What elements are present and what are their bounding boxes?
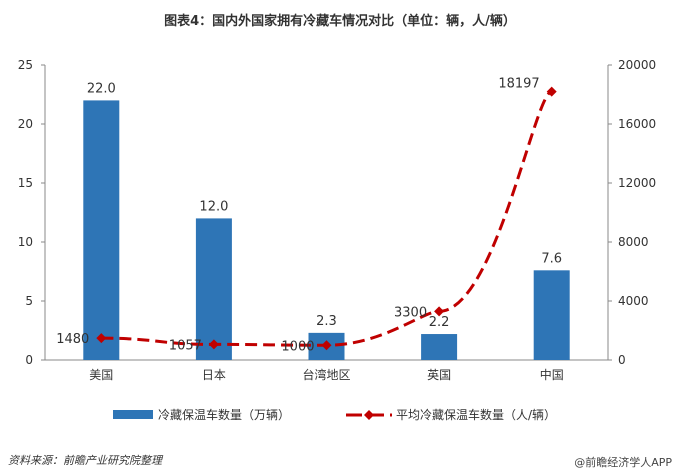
legend-line-label: 平均冷藏保温车数量（人/辆） <box>396 407 556 422</box>
left-tick-label: 10 <box>18 235 33 249</box>
legend-bar-swatch <box>113 410 153 419</box>
x-tick-label: 美国 <box>89 368 113 382</box>
right-tick-label: 0 <box>618 353 626 367</box>
line-marker <box>96 333 107 344</box>
bar <box>533 270 570 360</box>
line-marker <box>208 339 219 350</box>
bar-label: 22.0 <box>87 81 116 96</box>
line-marker <box>321 340 332 351</box>
x-tick-label: 中国 <box>540 367 564 382</box>
left-tick-label: 0 <box>25 353 33 367</box>
line-label: 1000 <box>281 339 314 354</box>
line-marker <box>434 306 445 317</box>
source-note: 资料来源：前瞻产业研究院整理 <box>8 454 162 467</box>
left-tick-label: 15 <box>18 176 33 190</box>
legend-line-marker <box>364 410 374 420</box>
bar <box>421 334 458 360</box>
line-label: 1057 <box>169 338 202 353</box>
bar <box>83 100 120 361</box>
line-series <box>101 90 553 347</box>
x-tick-label: 英国 <box>427 368 451 382</box>
legend-bar-label: 冷藏保温车数量（万辆） <box>158 407 290 422</box>
watermark: @前瞻经济学人APP <box>574 456 672 469</box>
left-tick-label: 25 <box>18 58 33 72</box>
left-tick-label: 5 <box>25 294 33 308</box>
line-label: 18197 <box>498 77 539 92</box>
x-tick-label: 台湾地区 <box>302 367 350 382</box>
bar-label: 12.0 <box>199 199 228 214</box>
bar-label: 2.2 <box>429 315 450 330</box>
chart-title: 图表4：国内外国家拥有冷藏车情况对比（单位：辆，人/辆） <box>164 14 516 29</box>
line-marker <box>546 86 557 97</box>
line-label: 3300 <box>394 305 427 320</box>
right-tick-label: 4000 <box>618 294 649 308</box>
right-tick-label: 20000 <box>618 58 656 72</box>
bar-label: 2.3 <box>316 314 337 329</box>
right-tick-label: 16000 <box>618 117 656 131</box>
line-label: 1480 <box>56 332 89 347</box>
bar <box>195 218 232 360</box>
right-tick-label: 8000 <box>618 235 649 249</box>
bar-label: 7.6 <box>541 251 562 266</box>
x-tick-label: 日本 <box>202 368 226 382</box>
left-tick-label: 20 <box>18 117 33 131</box>
right-tick-label: 12000 <box>618 176 656 190</box>
